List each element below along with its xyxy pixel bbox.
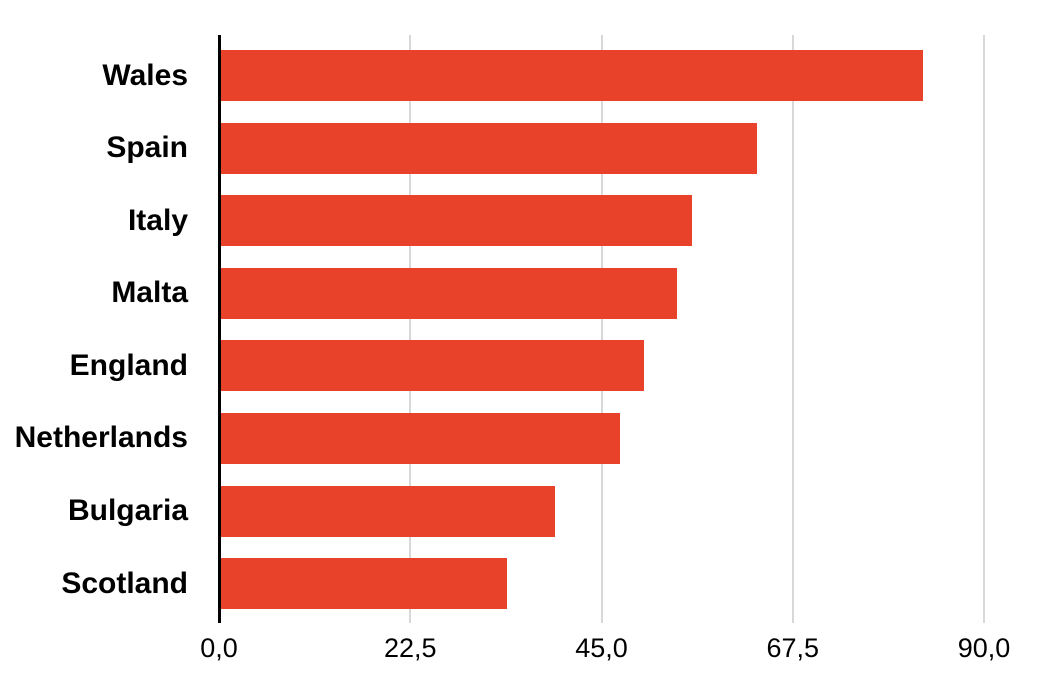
x-tick-label: 0,0 [200, 633, 238, 663]
x-tick-label: 22,5 [383, 633, 437, 663]
gridline [600, 35, 603, 623]
gridline [983, 35, 985, 623]
bar [219, 50, 923, 101]
y-axis-line [218, 35, 221, 623]
chart-row: Bulgaria [0, 485, 1040, 537]
chart-row: Wales [0, 50, 1040, 101]
bar [219, 558, 508, 610]
chart-row: Italy [0, 195, 1040, 247]
chart-rows: Wales Spain Italy Malta England Netherlands Bu… [0, 50, 1040, 610]
x-tick-label: 45,0 [575, 633, 628, 663]
chart-row: Scotland [0, 558, 1040, 610]
chart-row: Malta [0, 267, 1040, 319]
bar [219, 122, 758, 174]
x-tick-label: 67,5 [766, 633, 820, 663]
chart-row: Netherlands [0, 412, 1040, 464]
bar [219, 412, 621, 464]
x-tick-label: 90,0 [957, 633, 1011, 663]
category-label: Bulgaria [67, 494, 188, 528]
bar [219, 485, 555, 537]
bar [219, 340, 644, 392]
gridline [409, 35, 412, 623]
category-label: England [69, 348, 188, 382]
category-label: Italy [127, 203, 188, 237]
x-axis-tick-labels: 0,0 22,5 45,0 67,5 90,0 [200, 633, 1010, 666]
category-label: Netherlands [14, 421, 188, 455]
chart-row: England [0, 340, 1040, 392]
category-label: Scotland [61, 566, 188, 600]
category-label: Spain [106, 131, 188, 165]
category-label: Wales [102, 58, 188, 92]
bar [219, 195, 692, 247]
gridline [791, 35, 794, 623]
chart-row: Spain [0, 122, 1040, 174]
category-label: Malta [111, 276, 188, 310]
bar [219, 267, 678, 319]
gridlines [219, 35, 985, 623]
